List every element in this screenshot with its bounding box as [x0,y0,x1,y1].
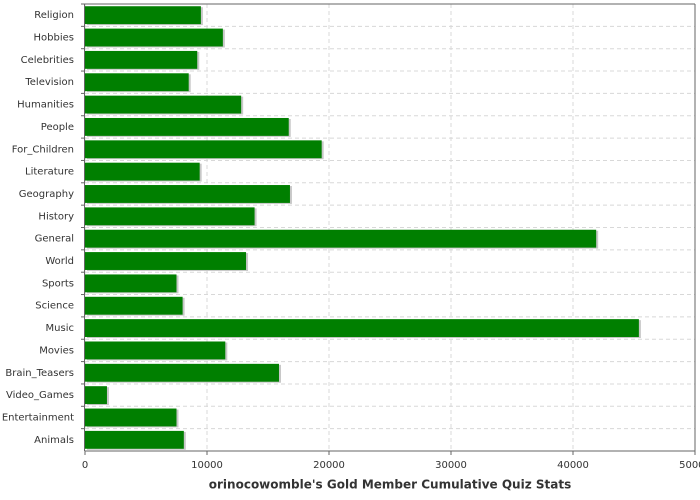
y-tick-label: Literature [25,167,74,178]
bar [85,408,177,427]
bar [85,162,200,181]
y-tick-label: History [38,211,74,222]
y-tick-label: Brain_Teasers [5,368,74,379]
y-tick-label: Television [24,77,74,88]
bar [85,6,201,25]
y-tick-label: Celebrities [21,55,74,66]
bar [85,319,639,338]
x-axis-label: orinocowomble's Gold Member Cumulative Q… [209,478,571,492]
bar [85,50,198,69]
bar [85,274,177,293]
y-tick-label: Geography [19,189,74,200]
bar [85,341,226,360]
x-tick-label: 20000 [313,460,345,471]
y-tick-label: Science [35,301,74,312]
y-tick-label: Video_Games [6,390,74,401]
y-tick-label: Religion [34,10,74,21]
y-tick-label: Animals [34,435,74,446]
y-tick-label: Music [46,323,74,334]
y-tick-label: World [45,256,74,267]
y-tick-label: Entertainment [2,412,74,423]
bar [85,430,184,449]
y-tick-label: Sports [42,278,74,289]
x-tick-label: 0 [82,460,88,471]
y-tick-label: People [41,122,74,133]
bar [85,28,223,47]
bar [85,140,322,159]
bar [85,296,183,315]
x-tick-label: 50000 [679,460,700,471]
bar [85,117,289,136]
bar [85,185,290,203]
y-tick-label: For_Children [12,144,74,155]
y-tick-label: General [35,234,74,245]
bar [85,207,255,226]
x-tick-label: 40000 [557,460,589,471]
bar [85,95,242,114]
bar [85,363,279,382]
bar [85,386,107,405]
bar [85,229,597,248]
bar [85,252,247,270]
y-tick-label: Hobbies [34,33,74,44]
x-tick-label: 30000 [435,460,467,471]
y-tick-label: Humanities [17,100,74,111]
x-tick-label: 10000 [191,460,223,471]
bar [85,73,189,92]
y-tick-label: Movies [39,345,74,356]
